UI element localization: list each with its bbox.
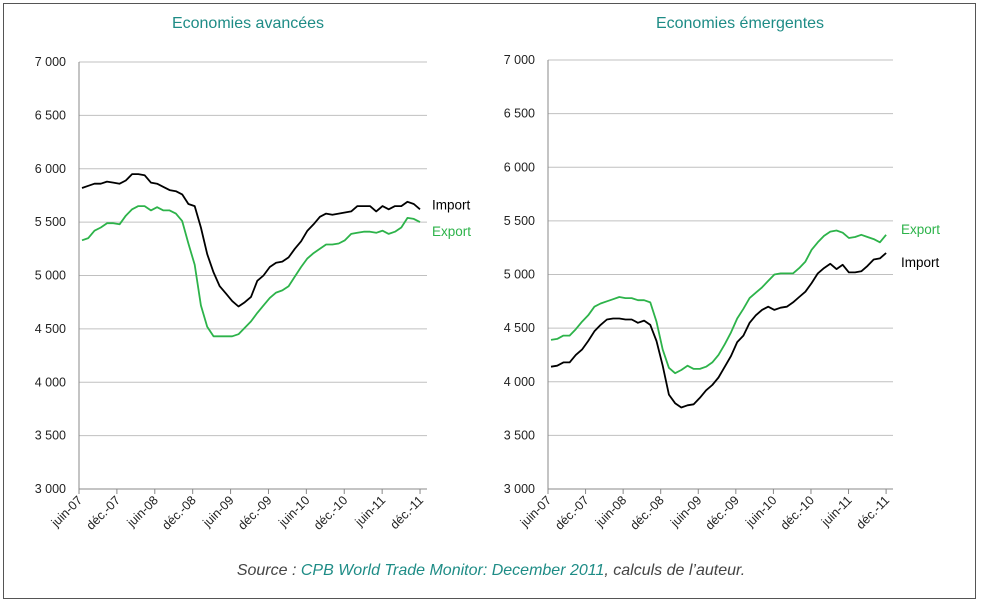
x-tick-label: déc.-10: [311, 493, 350, 532]
y-tick-label: 3 000: [504, 482, 535, 496]
source-highlight: CPB World Trade Monitor: December 2011: [300, 562, 605, 579]
series-line-import: [550, 252, 887, 409]
y-tick-label: 7 000: [35, 55, 66, 69]
x-tick-label: juin-10: [275, 493, 312, 530]
x-tick-label: déc.-09: [703, 493, 742, 532]
series-label-export: Export: [432, 224, 471, 239]
chart-title: Economies avancées: [172, 15, 324, 32]
y-tick-label: 6 000: [504, 160, 535, 174]
series-label-export: Export: [901, 222, 940, 237]
y-tick-label: 5 500: [35, 215, 66, 229]
x-tick-label: déc.-11: [387, 493, 426, 532]
series-label-import: Import: [901, 255, 940, 270]
source-prefix: Source :: [236, 562, 301, 579]
y-tick-label: 3 500: [504, 428, 535, 442]
y-tick-label: 7 000: [504, 53, 535, 67]
x-tick-label: déc.-11: [853, 493, 892, 532]
x-tick-label: déc.-10: [778, 493, 817, 532]
source-note: Source : CPB World Trade Monitor: Decemb…: [0, 562, 982, 580]
y-tick-label: 6 000: [35, 162, 66, 176]
x-tick-label: juin-11: [352, 493, 389, 530]
source-suffix: , calculs de l’auteur.: [604, 562, 746, 579]
y-tick-label: 3 000: [35, 482, 66, 496]
y-tick-label: 5 000: [35, 269, 66, 283]
x-tick-label: juin-07: [517, 493, 554, 530]
x-tick-label: juin-09: [200, 493, 237, 530]
x-tick-label: juin-08: [124, 493, 161, 530]
x-tick-label: déc.-07: [552, 493, 591, 532]
y-tick-label: 4 000: [35, 375, 66, 389]
y-tick-label: 6 500: [504, 107, 535, 121]
series-line-import: [81, 173, 421, 308]
x-tick-label: déc.-07: [84, 493, 123, 532]
series-line-export: [81, 205, 421, 338]
series-line-export: [550, 229, 887, 375]
x-tick-label: juin-07: [48, 493, 85, 530]
y-tick-label: 4 000: [504, 375, 535, 389]
y-tick-label: 4 500: [504, 321, 535, 335]
y-tick-label: 5 000: [504, 268, 535, 282]
chart-title: Economies émergentes: [656, 15, 824, 32]
x-tick-label: déc.-09: [235, 493, 274, 532]
x-tick-label: juin-11: [818, 493, 855, 530]
y-tick-label: 4 500: [35, 322, 66, 336]
x-tick-label: déc.-08: [627, 493, 666, 532]
x-tick-label: juin-08: [592, 493, 629, 530]
x-tick-label: juin-09: [667, 493, 704, 530]
y-tick-label: 6 500: [35, 108, 66, 122]
y-tick-label: 5 500: [504, 214, 535, 228]
series-label-import: Import: [432, 197, 471, 212]
x-tick-label: juin-10: [742, 493, 779, 530]
figure-border: [3, 3, 976, 599]
y-tick-label: 3 500: [35, 429, 66, 443]
x-tick-label: déc.-08: [159, 493, 198, 532]
